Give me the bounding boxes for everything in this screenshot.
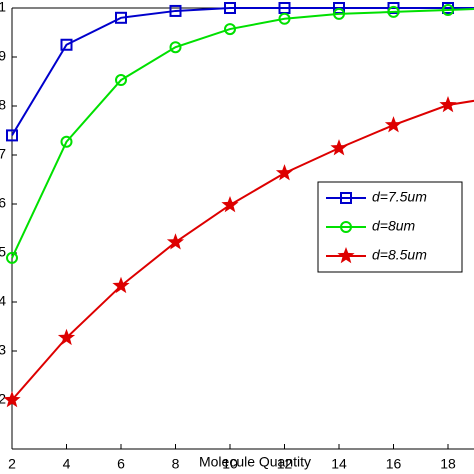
- x-axis-label: Molecule Quantity: [199, 454, 311, 470]
- marker: [60, 135, 73, 148]
- y-tick-label: 0.5: [0, 244, 6, 260]
- x-tick-label: 16: [386, 456, 402, 472]
- marker: [330, 139, 348, 156]
- marker: [166, 233, 185, 250]
- marker: [3, 391, 21, 408]
- marker: [275, 164, 294, 181]
- line: [11, 8, 474, 259]
- legend-label: d=8.5um: [372, 247, 427, 263]
- legend-label: d=7.5um: [372, 189, 427, 205]
- marker: [115, 74, 127, 87]
- y-tick-label: 0.6: [0, 195, 6, 211]
- marker: [6, 129, 18, 142]
- line: [11, 7, 474, 136]
- marker: [439, 96, 457, 113]
- marker: [112, 276, 130, 294]
- marker: [169, 41, 182, 54]
- y-tick-label: 1: [0, 0, 6, 15]
- x-tick-label: 14: [331, 456, 347, 472]
- legend-label: d=8um: [372, 218, 416, 234]
- y-tick-label: 0.9: [0, 48, 6, 64]
- marker: [115, 11, 127, 24]
- legend-marker: [337, 247, 355, 264]
- x-tick-label: 4: [63, 456, 71, 472]
- marker: [278, 12, 291, 25]
- marker: [224, 2, 236, 14]
- legend-marker: [340, 192, 352, 204]
- marker: [387, 5, 400, 18]
- marker: [333, 7, 345, 20]
- x-tick-label: 8: [172, 456, 180, 472]
- marker: [384, 116, 403, 133]
- legend-marker: [340, 221, 352, 233]
- marker: [442, 3, 454, 16]
- marker: [169, 4, 182, 17]
- x-tick-label: 6: [117, 456, 125, 472]
- y-tick-label: 0.4: [0, 293, 6, 309]
- y-tick-label: 0.3: [0, 342, 6, 358]
- marker: [387, 2, 400, 14]
- marker: [60, 38, 73, 51]
- marker: [221, 196, 239, 213]
- y-tick-label: 0.7: [0, 146, 6, 162]
- line: [11, 99, 474, 401]
- x-tick-label: 2: [8, 456, 16, 472]
- marker: [224, 23, 236, 36]
- y-tick-label: 0.2: [0, 391, 6, 407]
- y-tick-label: 0.8: [0, 97, 6, 113]
- x-tick-label: 10: [222, 456, 238, 472]
- x-tick-label: 12: [277, 456, 293, 472]
- marker: [6, 251, 18, 264]
- marker: [57, 328, 76, 346]
- x-tick-label: 18: [440, 456, 456, 472]
